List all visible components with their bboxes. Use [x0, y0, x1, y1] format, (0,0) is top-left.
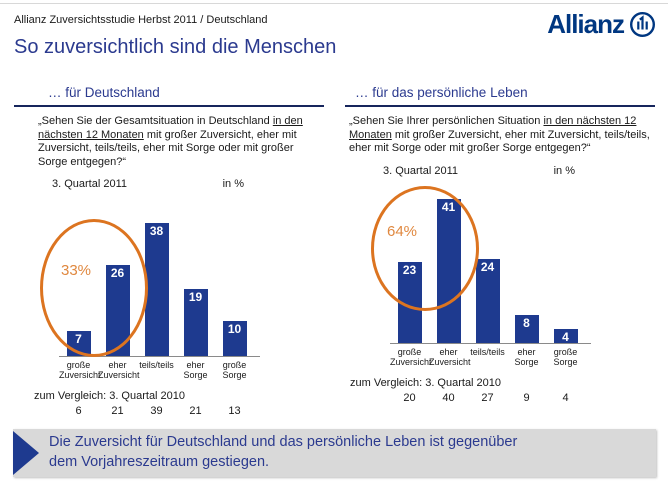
bar: 38 — [144, 223, 169, 356]
bar-chart: 23 41 24 8 4 64% — [345, 185, 655, 344]
category-label: große Zuversicht — [59, 360, 101, 380]
slide-subtitle: Allianz Zuversichtsstudie Herbst 2011 / … — [14, 14, 268, 26]
bar-column: 8 — [507, 314, 546, 343]
chart-heading: … für Deutschland — [14, 85, 324, 107]
allianz-logo-text: Allianz — [547, 9, 625, 39]
comparison-value: 9 — [523, 391, 530, 404]
bar-column: 38 — [137, 223, 176, 356]
bar: 24 — [475, 258, 500, 343]
page-title: So zuversichtlich sind die Menschen — [14, 36, 337, 58]
slide-top-rule — [0, 3, 668, 4]
bar: 19 — [183, 289, 208, 356]
period-row: 3. Quartal 2011 in % — [14, 178, 324, 190]
highlight-ellipse — [40, 219, 148, 357]
category-label: eher Sorge — [514, 346, 539, 367]
key-message-banner: Die Zuversicht für Deutschland und das p… — [13, 429, 656, 477]
bar-column: 19 — [176, 289, 215, 356]
comparison-value: 4 — [562, 391, 569, 404]
comparison-label: zum Vergleich: 3. Quartal 2010 — [350, 376, 502, 389]
category-label: eher Zuversicht — [98, 360, 140, 380]
bar: 10 — [222, 321, 247, 356]
categories-row: große Zuversicht eher Zuversicht teils/teils… — [390, 347, 655, 367]
period-label: 3. Quartal 2011 — [383, 164, 459, 177]
category-label: große Sorge — [553, 346, 578, 367]
bar-value-label: 24 — [480, 259, 495, 274]
category-label: eher Sorge — [183, 360, 208, 380]
highlight-percentage: 33% — [61, 262, 92, 279]
bar-value-label: 8 — [523, 315, 530, 330]
comparison-value: 6 — [75, 405, 82, 417]
bar: 8 — [514, 314, 539, 343]
categories-row: große Zuversicht eher Zuversicht teils/teils… — [59, 360, 324, 380]
allianz-logo: Allianz — [547, 9, 656, 40]
bar: 4 — [553, 328, 578, 344]
bar-column: 10 — [215, 321, 254, 356]
category-label: große Zuversicht — [390, 346, 432, 367]
unit-label: in % — [222, 178, 244, 190]
comparison-value: 21 — [189, 405, 202, 417]
chart-column-persoenliches-leben: … für das persönliche Leben „Sehen Sie I… — [345, 85, 655, 404]
comparison-values-row: 6 21 39 21 13 — [59, 405, 324, 417]
comparison-values-row: 20 40 27 9 4 — [390, 392, 655, 404]
survey-question: „Sehen Sie der Gesamtsituation in Deutsc… — [38, 115, 303, 168]
comparison-value: 20 — [403, 391, 416, 404]
comparison-value: 39 — [150, 405, 163, 417]
bar-column: 24 — [468, 258, 507, 343]
bar-value-label: 10 — [227, 322, 242, 336]
comparison-value: 27 — [481, 391, 494, 404]
arrow-icon — [13, 431, 39, 475]
comparison-value: 13 — [228, 405, 241, 417]
comparison-value: 40 — [442, 391, 455, 404]
bar-column: 4 — [546, 328, 585, 344]
bar-chart: 7 26 38 19 10 33% — [14, 199, 324, 357]
bar-value-label: 38 — [149, 224, 164, 238]
chart-column-deutschland: … für Deutschland „Sehen Sie der Gesamts… — [14, 85, 324, 417]
unit-label: in % — [553, 164, 575, 177]
highlight-ellipse — [371, 185, 479, 311]
period-row: 3. Quartal 2011 in % — [345, 165, 655, 177]
chart-heading: … für das persönliche Leben — [345, 85, 655, 107]
bar-value-label: 19 — [188, 290, 203, 304]
category-label: große Sorge — [222, 360, 247, 380]
category-label: teils/teils — [470, 346, 505, 357]
category-label: teils/teils — [139, 360, 174, 370]
allianz-emblem-icon — [629, 11, 656, 38]
comparison-label: zum Vergleich: 3. Quartal 2010 — [34, 390, 186, 402]
survey-question: „Sehen Sie Ihrer persönlichen Situation … — [349, 115, 650, 154]
highlight-percentage: 64% — [387, 222, 418, 240]
bar-value-label: 4 — [562, 329, 569, 344]
period-label: 3. Quartal 2011 — [52, 178, 128, 190]
key-message-text: Die Zuversicht für Deutschland und das p… — [49, 434, 518, 470]
comparison-value: 21 — [111, 405, 124, 417]
category-label: eher Zuversicht — [429, 346, 471, 367]
